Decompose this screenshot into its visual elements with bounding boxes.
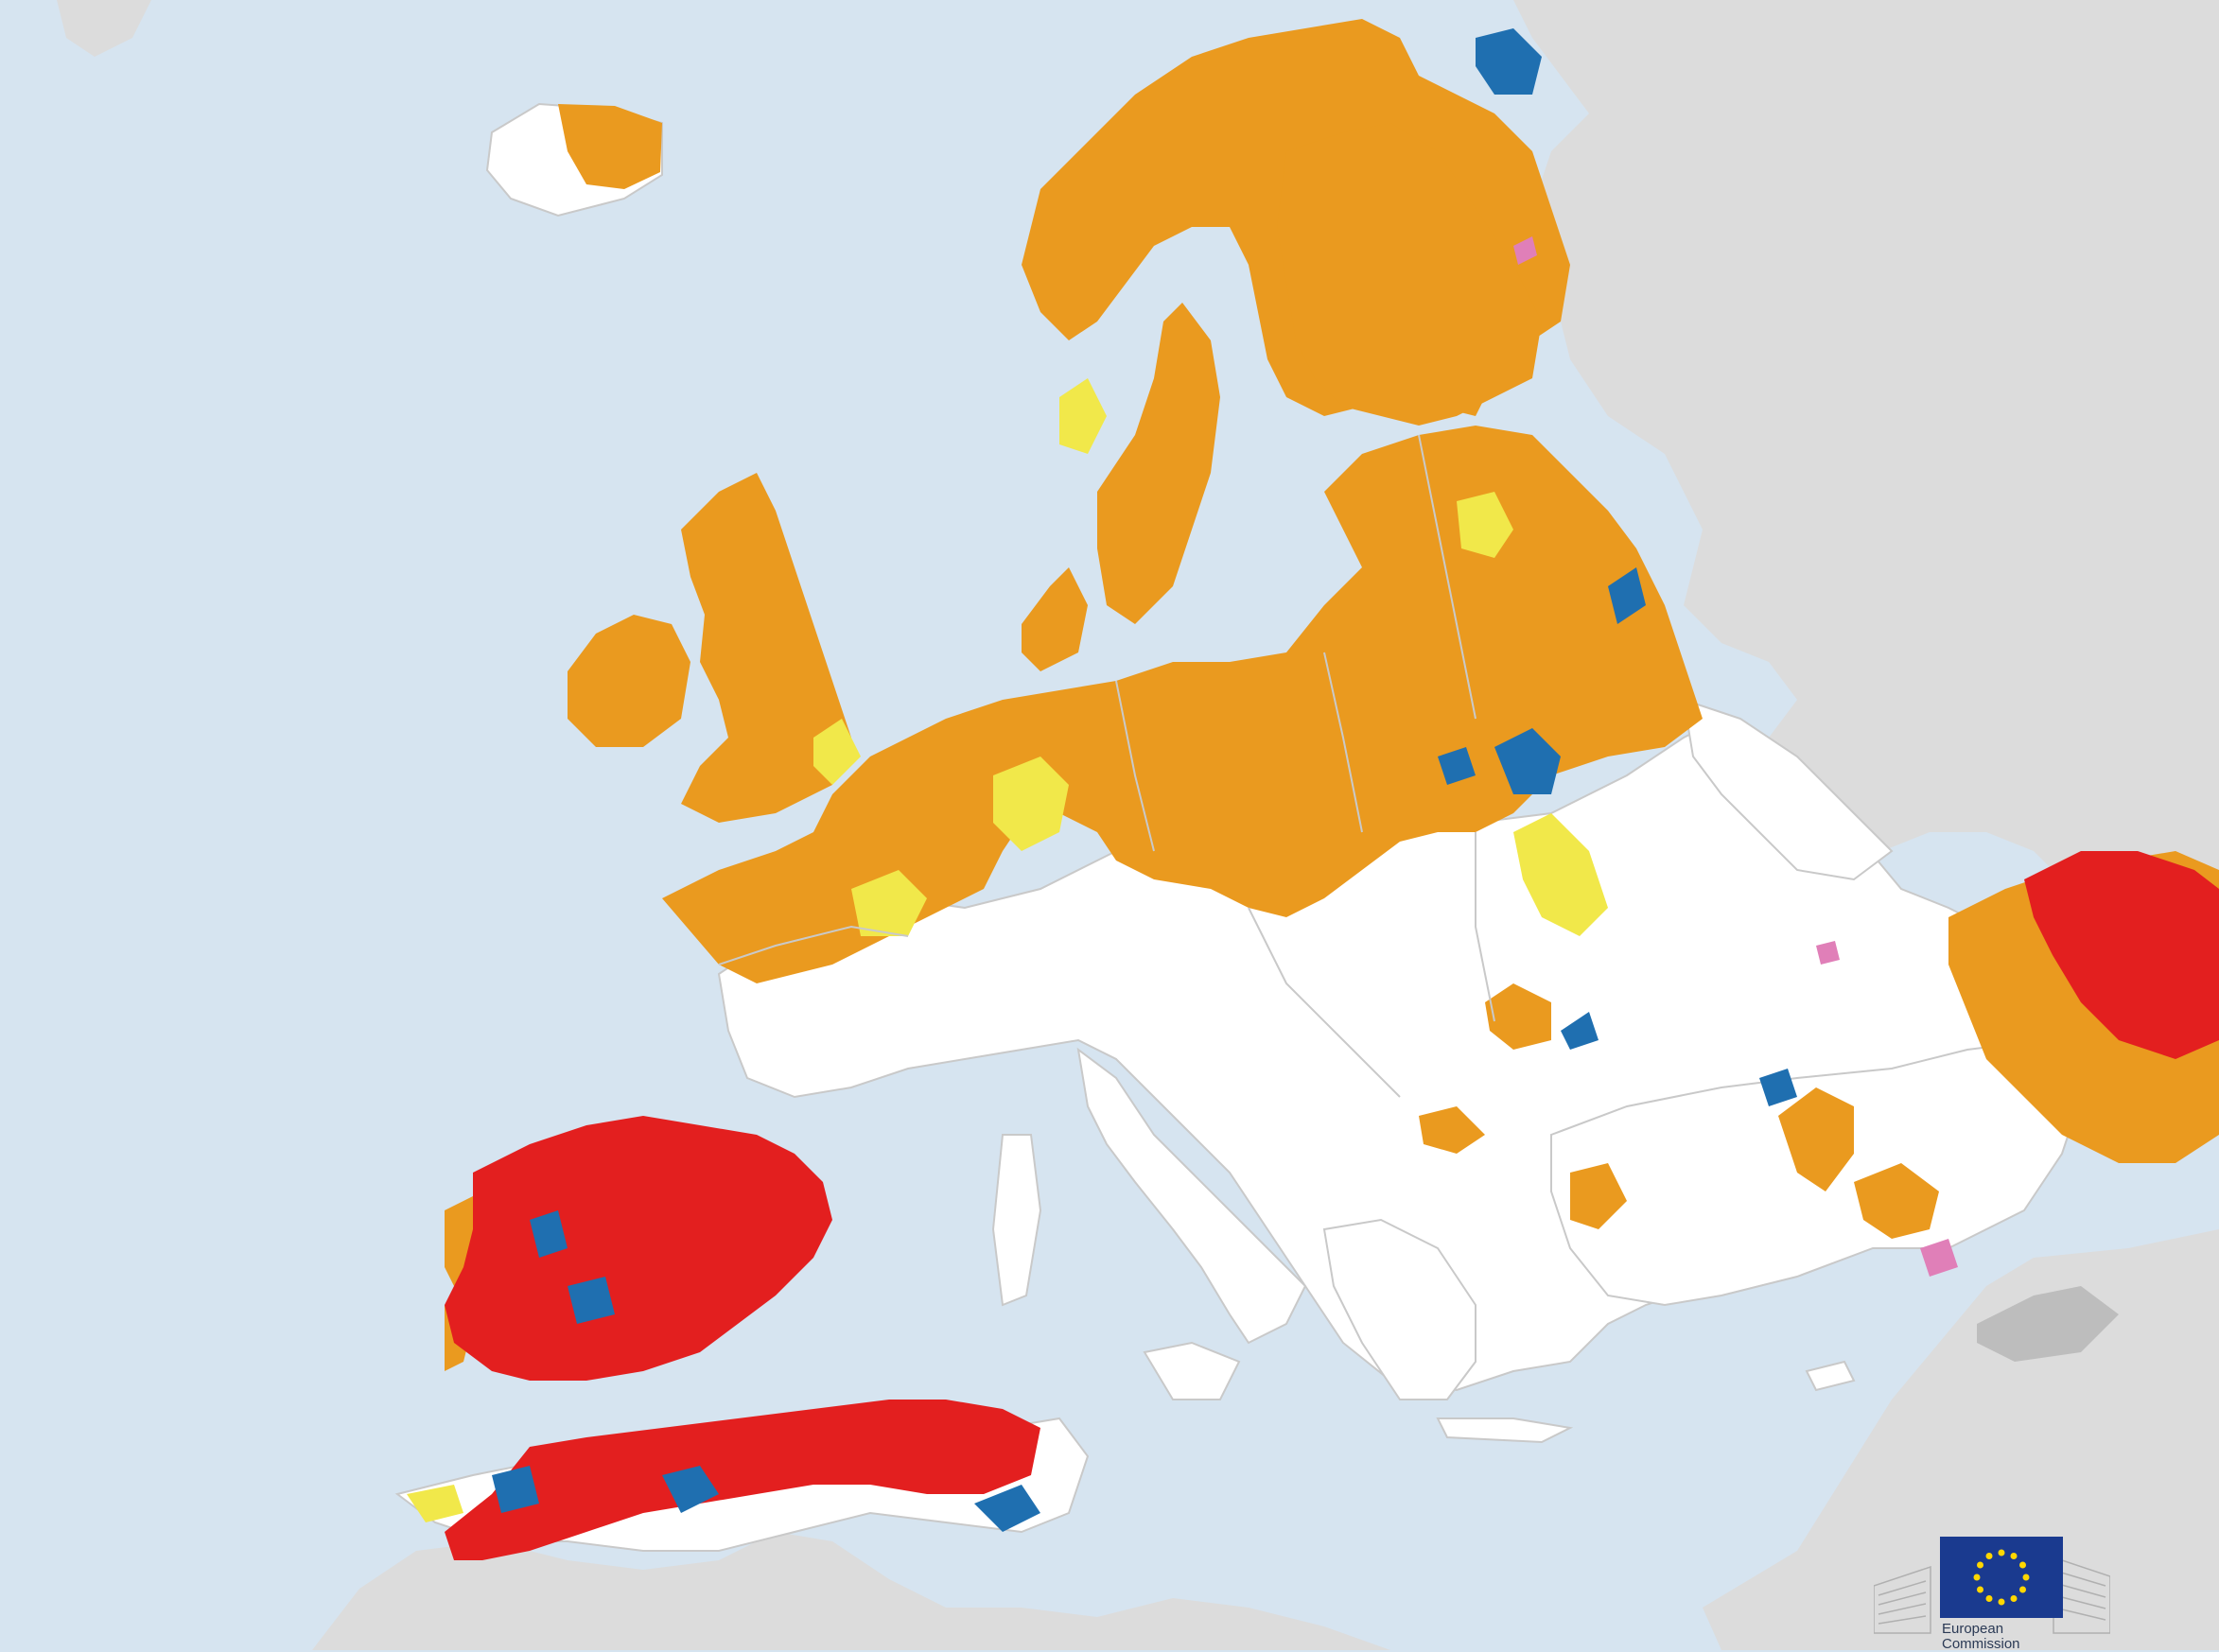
eu-flag-icon xyxy=(1940,1537,2063,1618)
drought-warning-areas xyxy=(445,19,2219,1371)
temporary-recovery-areas xyxy=(1513,236,1958,1277)
ec-logo-line2: Commission xyxy=(1942,1636,2020,1652)
country-borders xyxy=(718,434,1495,1098)
european-commission-logo: European Commission xyxy=(1874,1529,2110,1652)
non-eu-land xyxy=(57,0,2219,1650)
ec-logo-text: European Commission xyxy=(1942,1622,2103,1652)
recovery-areas xyxy=(492,28,1797,1532)
drought-alert-areas xyxy=(445,851,2219,1560)
drought-watch-areas xyxy=(407,378,1608,1522)
berlaymont-building-icon xyxy=(1874,1556,2110,1634)
ec-logo-line1: European xyxy=(1942,1621,2004,1637)
